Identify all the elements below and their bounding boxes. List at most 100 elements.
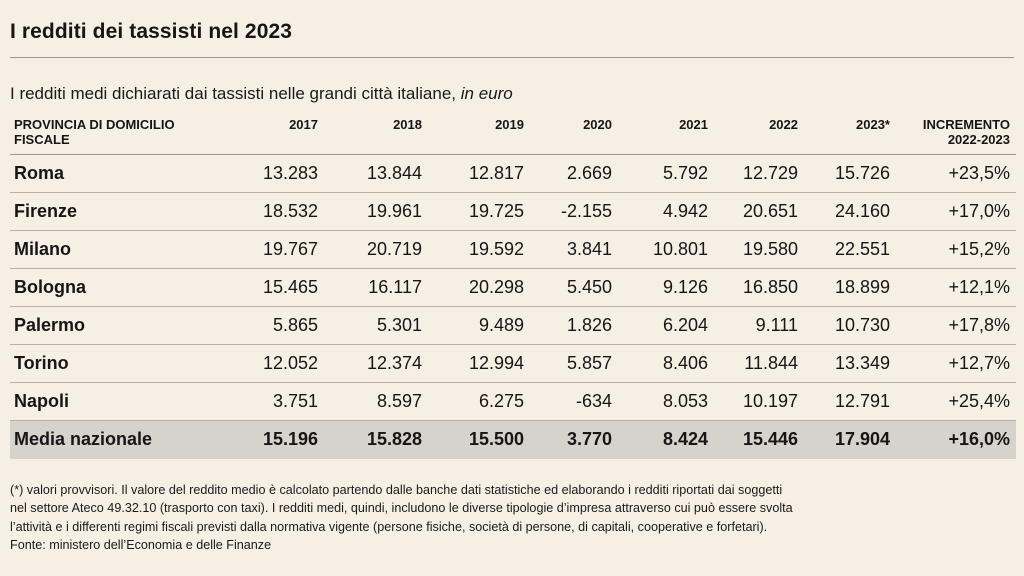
row-label: Napoli [10,382,220,421]
footnote-line: l’attività e i differenti regimi fiscali… [10,519,768,534]
table-cell: 24.160 [804,192,896,231]
table-cell: 20.719 [324,230,428,269]
table-cell: 5.450 [530,268,618,307]
table-cell: 9.489 [428,306,530,345]
average-cell: 15.828 [324,420,428,459]
column-header: 2020 [530,113,618,155]
row-label: Torino [10,344,220,383]
row-label: Firenze [10,192,220,231]
footnote-line: nel settore Ateco 49.32.10 (trasporto co… [10,501,793,516]
table-cell: 2.669 [530,154,618,193]
average-cell: 15.196 [220,420,324,459]
income-table: PROVINCIA DI DOMICILIO FISCALE 2017 2018 20… [10,113,1016,459]
average-cell: 15.446 [714,420,804,459]
row-label: Palermo [10,306,220,345]
table-cell: 3.751 [220,382,324,421]
table-cell: 16.850 [714,268,804,307]
table-cell: 1.826 [530,306,618,345]
table-cell: 20.651 [714,192,804,231]
table-cell: 8.406 [618,344,714,383]
column-header: 2017 [220,113,324,155]
table-cell: 9.111 [714,306,804,345]
title-divider [10,57,1014,58]
source-line: Fonte: ministero dell’Economia e delle F… [10,538,272,553]
column-header-province: PROVINCIA DI DOMICILIO FISCALE [10,113,220,155]
table-cell: 19.725 [428,192,530,231]
table-cell: 12.374 [324,344,428,383]
row-label: Bologna [10,268,220,307]
column-header: 2021 [618,113,714,155]
table-cell: 8.597 [324,382,428,421]
table-cell: 5.792 [618,154,714,193]
table-cell: 6.204 [618,306,714,345]
page-title: I redditi dei tassisti nel 2023 [10,20,293,43]
subtitle-unit: in euro [460,84,513,103]
average-cell: +16,0% [896,420,1016,459]
table-cell: -634 [530,382,618,421]
average-cell: 3.770 [530,420,618,459]
table-cell: +17,0% [896,192,1016,231]
table-header-row: PROVINCIA DI DOMICILIO FISCALE 2017 2018 20… [10,113,1016,155]
table-cell: 15.465 [220,268,324,307]
column-header: 2018 [324,113,428,155]
table-row: Napoli 3.751 8.597 6.275 -634 8.053 10.197 12.7… [10,382,1016,421]
table-cell: +17,8% [896,306,1016,345]
footnote: (*) valori provvisori. Il valore del red… [10,481,1010,555]
table-cell: 18.899 [804,268,896,307]
table-cell: 3.841 [530,230,618,269]
subtitle: I redditi medi dichiarati dai tassisti n… [10,84,513,104]
column-header: 2022 [714,113,804,155]
table-cell: 8.053 [618,382,714,421]
table-row: Palermo 5.865 5.301 9.489 1.826 6.204 9.111 10.… [10,306,1016,345]
table-cell: 6.275 [428,382,530,421]
table-cell: 9.126 [618,268,714,307]
table-body: Roma 13.283 13.844 12.817 2.669 5.792 12.729 15… [10,154,1016,459]
average-cell: 17.904 [804,420,896,459]
table-cell: 19.592 [428,230,530,269]
table-cell: +12,1% [896,268,1016,307]
table-cell: -2.155 [530,192,618,231]
table-cell: 4.942 [618,192,714,231]
table-cell: 5.865 [220,306,324,345]
table-cell: 12.791 [804,382,896,421]
table-cell: +15,2% [896,230,1016,269]
table-cell: 10.730 [804,306,896,345]
table-cell: 15.726 [804,154,896,193]
table-cell: 11.844 [714,344,804,383]
table-row: Milano 19.767 20.719 19.592 3.841 10.801 19.58… [10,230,1016,269]
table-cell: +12,7% [896,344,1016,383]
column-header: 2019 [428,113,530,155]
average-label: Media nazionale [10,420,220,459]
average-cell: 15.500 [428,420,530,459]
table-row: Bologna 15.465 16.117 20.298 5.450 9.126 16.85… [10,268,1016,307]
table-cell: 13.349 [804,344,896,383]
table-cell: 13.283 [220,154,324,193]
table-cell: 22.551 [804,230,896,269]
table-cell: 12.729 [714,154,804,193]
table-cell: 12.817 [428,154,530,193]
average-row: Media nazionale 15.196 15.828 15.500 3.770 8.… [10,420,1016,459]
table-cell: 13.844 [324,154,428,193]
table-cell: 10.801 [618,230,714,269]
column-header: 2023* [804,113,896,155]
table-cell: 5.301 [324,306,428,345]
table-cell: 19.961 [324,192,428,231]
table-row: Firenze 18.532 19.961 19.725 -2.155 4.942 20.6… [10,192,1016,231]
table-row: Roma 13.283 13.844 12.817 2.669 5.792 12.729 15… [10,154,1016,193]
table-cell: 19.767 [220,230,324,269]
subtitle-text: I redditi medi dichiarati dai tassisti n… [10,84,457,103]
table-cell: 20.298 [428,268,530,307]
average-cell: 8.424 [618,420,714,459]
table-cell: 16.117 [324,268,428,307]
table-row: Torino 12.052 12.374 12.994 5.857 8.406 11.844… [10,344,1016,383]
table-cell: 10.197 [714,382,804,421]
footnote-line: (*) valori provvisori. Il valore del red… [10,483,783,497]
row-label: Milano [10,230,220,269]
table-cell: +23,5% [896,154,1016,193]
table-cell: 18.532 [220,192,324,231]
table-cell: +25,4% [896,382,1016,421]
table-cell: 12.994 [428,344,530,383]
table-cell: 12.052 [220,344,324,383]
column-header: INCREMENTO 2022-2023 [896,113,1016,155]
row-label: Roma [10,154,220,193]
